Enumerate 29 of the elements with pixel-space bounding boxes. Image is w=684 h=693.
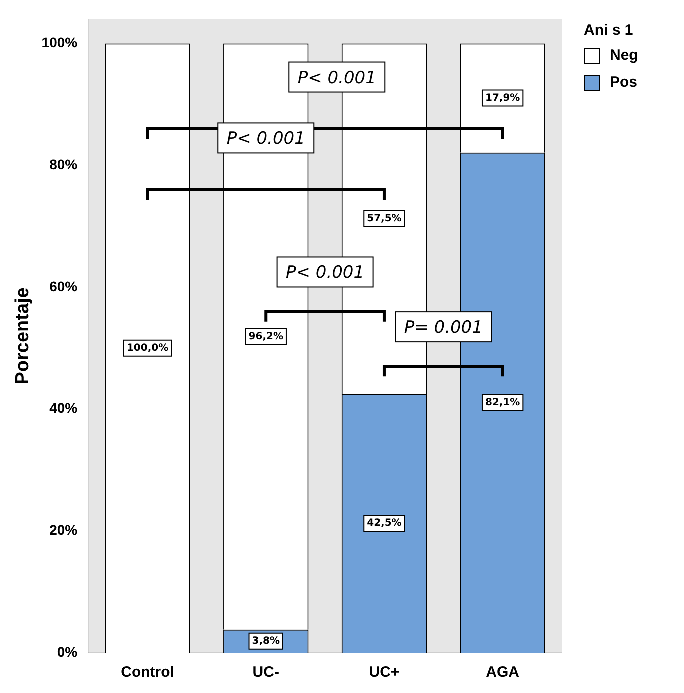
y-tick-label: 100% bbox=[42, 34, 78, 51]
annotation: P< 0.001 bbox=[298, 68, 376, 88]
y-tick-label: 20% bbox=[50, 522, 78, 538]
p-value-box: P< 0.001 bbox=[288, 62, 386, 93]
x-tick-label: AGA bbox=[486, 664, 520, 682]
annotation: P< 0.001 bbox=[286, 263, 365, 284]
x-tick-label: Control bbox=[121, 664, 174, 682]
p-value-box: P< 0.001 bbox=[218, 122, 315, 154]
data-label: 42,5% bbox=[367, 518, 402, 530]
y-tick-label: 60% bbox=[50, 278, 78, 294]
p-value-box: P< 0.001 bbox=[276, 256, 374, 288]
data-label: 100,0% bbox=[126, 342, 169, 354]
text: Neg bbox=[610, 47, 638, 64]
annotation: P= 0.001 bbox=[404, 318, 483, 338]
legend-label: Pos bbox=[610, 74, 638, 91]
annotation: P< 0.001 bbox=[226, 129, 306, 150]
legend-title: Ani s 1 bbox=[584, 22, 634, 39]
data-label: 3,8% bbox=[252, 636, 280, 648]
x-tick-label: UC- bbox=[252, 664, 280, 682]
data-label: 17,9% bbox=[485, 92, 520, 104]
y-tick-label: 0% bbox=[57, 644, 78, 660]
x-tick-label: UC+ bbox=[369, 664, 400, 682]
p-value-box: P= 0.001 bbox=[395, 312, 492, 343]
y-axis-title: Porcentaje bbox=[12, 288, 34, 385]
y-tick-label: 80% bbox=[50, 156, 78, 172]
data-label: 96,2% bbox=[248, 331, 284, 342]
data-label: 57,5% bbox=[367, 214, 402, 225]
y-tick-label: 40% bbox=[50, 400, 78, 416]
data-label: 82,1% bbox=[485, 398, 520, 409]
